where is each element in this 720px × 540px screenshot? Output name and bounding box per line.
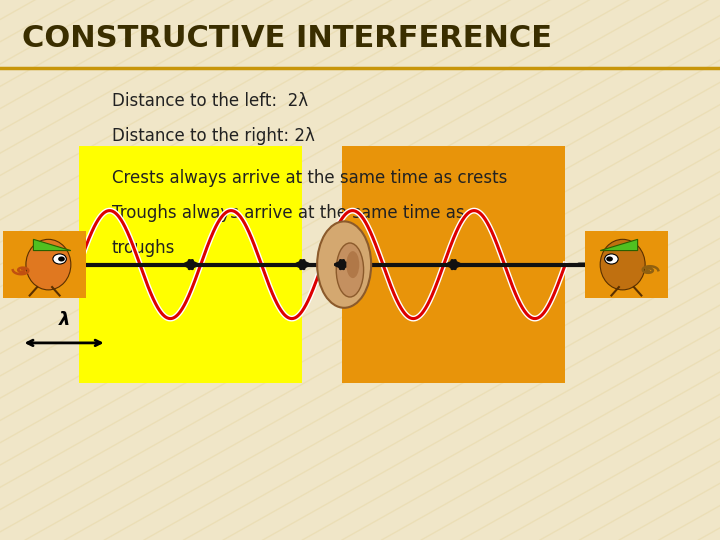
Text: Crests always arrive at the same time as crests: Crests always arrive at the same time as… [112, 169, 507, 187]
Circle shape [58, 256, 65, 261]
Bar [454, 146, 565, 383]
Text: Troughs always arrive at the same time as: Troughs always arrive at the same time a… [112, 204, 464, 222]
Bar [4, 231, 86, 298]
Ellipse shape [26, 239, 71, 290]
Bar [79, 146, 191, 383]
Bar [191, 146, 302, 383]
Polygon shape [600, 239, 638, 251]
Ellipse shape [336, 243, 364, 297]
Text: Distance to the right: 2λ: Distance to the right: 2λ [112, 127, 315, 145]
Circle shape [605, 254, 618, 264]
Text: λ: λ [58, 312, 70, 329]
Text: troughs: troughs [112, 239, 175, 257]
Ellipse shape [600, 239, 645, 290]
Text: Distance to the left:  2λ: Distance to the left: 2λ [112, 92, 307, 110]
Circle shape [606, 256, 613, 261]
Ellipse shape [346, 251, 359, 278]
Ellipse shape [317, 221, 372, 308]
Polygon shape [33, 239, 71, 251]
Text: CONSTRUCTIVE INTERFERENCE: CONSTRUCTIVE INTERFERENCE [22, 24, 552, 53]
Bar [342, 146, 454, 383]
Bar [585, 231, 667, 298]
Circle shape [53, 254, 66, 264]
